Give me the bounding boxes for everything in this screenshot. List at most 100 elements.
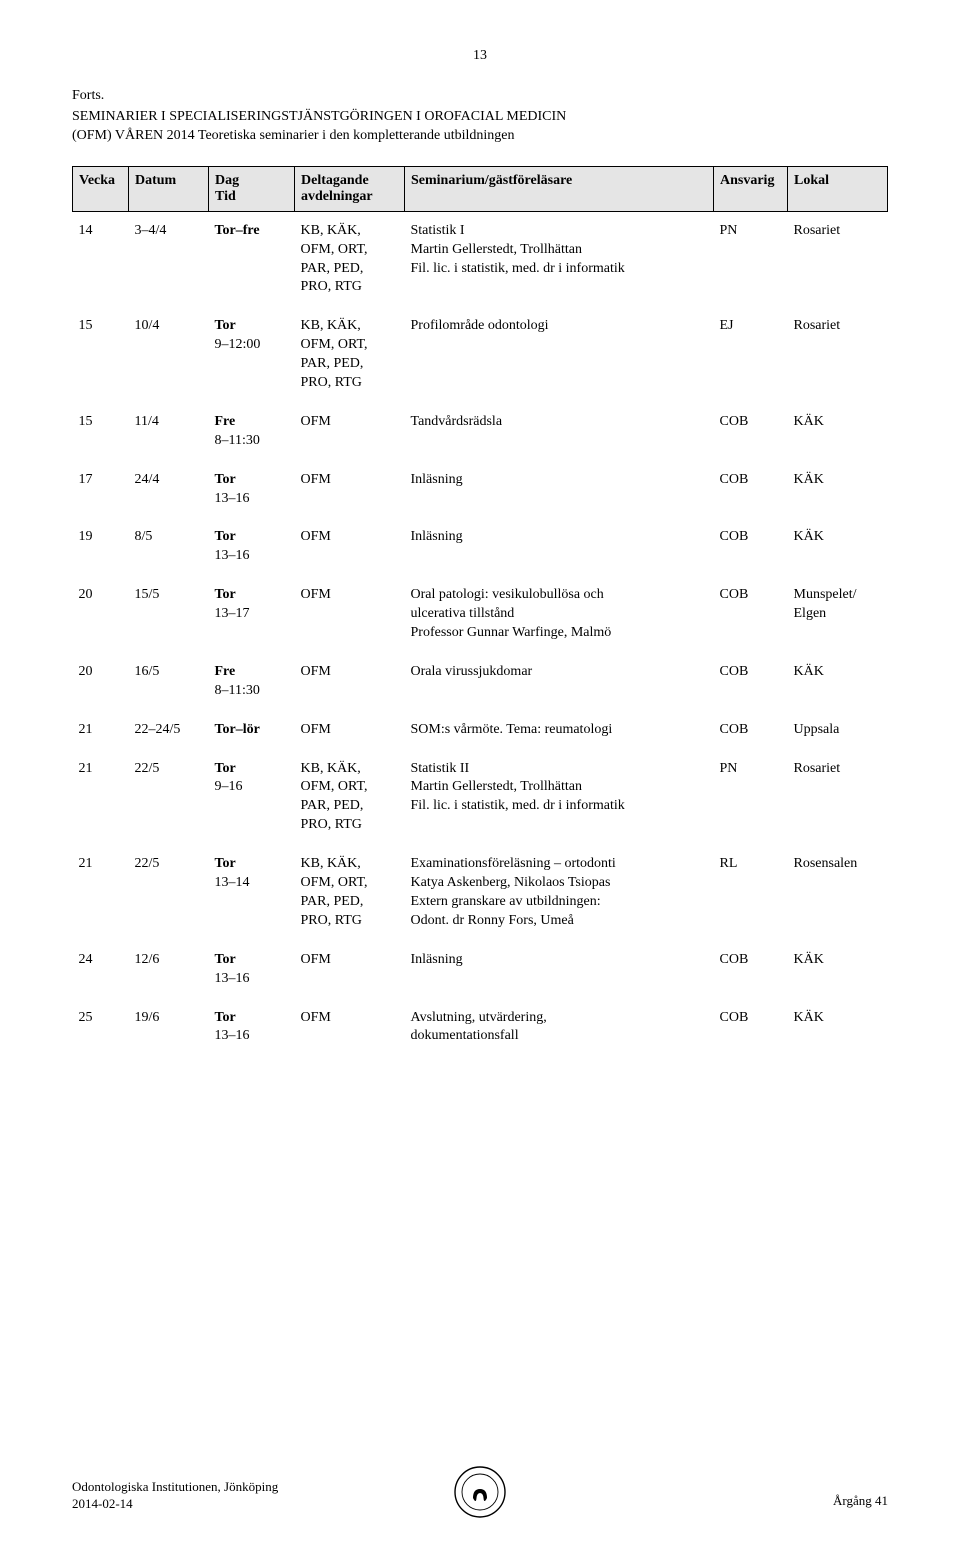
cell-ansvarig: COB: [714, 711, 788, 750]
table-row: 2122–24/5Tor–lörOFMSOM:s vårmöte. Tema: …: [73, 711, 888, 750]
continuation-label: Forts.: [72, 88, 888, 104]
cell-lokal: Munspelet/Elgen: [788, 576, 888, 653]
cell-seminarium: Inläsning: [405, 518, 714, 576]
cell-deltagande: OFM: [295, 461, 405, 519]
table-row: 198/5Tor13–16OFMInläsningCOBKÄK: [73, 518, 888, 576]
page-footer: Odontologiska Institutionen, Jönköping 2…: [72, 1479, 888, 1513]
cell-datum: 3–4/4: [129, 211, 209, 307]
cell-dag-tid: Tor9–12:00: [209, 307, 295, 403]
cell-ansvarig: EJ: [714, 307, 788, 403]
cell-vecka: 19: [73, 518, 129, 576]
cell-vecka: 15: [73, 403, 129, 461]
cell-lokal: KÄK: [788, 999, 888, 1057]
cell-dag-tid: Tor9–16: [209, 750, 295, 846]
cell-deltagande: KB, KÄK,OFM, ORT,PAR, PED,PRO, RTG: [295, 211, 405, 307]
cell-deltagande: OFM: [295, 653, 405, 711]
cell-vecka: 21: [73, 845, 129, 941]
cell-datum: 22/5: [129, 750, 209, 846]
cell-lokal: KÄK: [788, 653, 888, 711]
cell-seminarium: Examinationsföreläsning – ortodontiKatya…: [405, 845, 714, 941]
th-vecka: Vecka: [73, 166, 129, 211]
cell-datum: 15/5: [129, 576, 209, 653]
th-delt-l2: avdelningar: [301, 189, 398, 205]
cell-seminarium: SOM:s vårmöte. Tema: reumatologi: [405, 711, 714, 750]
cell-seminarium: Orala virussjukdomar: [405, 653, 714, 711]
cell-seminarium: Profilområde odontologi: [405, 307, 714, 403]
th-tid: Tid: [215, 189, 288, 205]
schedule-table: Vecka Datum Dag Tid Deltagande avdelning…: [72, 166, 888, 1057]
cell-deltagande: OFM: [295, 576, 405, 653]
cell-dag-tid: Tor13–17: [209, 576, 295, 653]
cell-datum: 11/4: [129, 403, 209, 461]
cell-vecka: 17: [73, 461, 129, 519]
cell-datum: 19/6: [129, 999, 209, 1057]
cell-seminarium: Inläsning: [405, 461, 714, 519]
cell-dag-tid: Tor–lör: [209, 711, 295, 750]
cell-ansvarig: COB: [714, 576, 788, 653]
cell-seminarium: Oral patologi: vesikulobullösa ochulcera…: [405, 576, 714, 653]
cell-dag-tid: Tor13–16: [209, 461, 295, 519]
cell-vecka: 14: [73, 211, 129, 307]
cell-dag-tid: Tor13–16: [209, 999, 295, 1057]
cell-seminarium: Tandvårdsrädsla: [405, 403, 714, 461]
cell-lokal: KÄK: [788, 461, 888, 519]
cell-deltagande: KB, KÄK,OFM, ORT,PAR, PED,PRO, RTG: [295, 750, 405, 846]
cell-lokal: Rosariet: [788, 211, 888, 307]
cell-dag-tid: Tor13–16: [209, 941, 295, 999]
cell-dag-tid: Tor13–14: [209, 845, 295, 941]
cell-deltagande: OFM: [295, 711, 405, 750]
th-ansvarig: Ansvarig: [714, 166, 788, 211]
cell-vecka: 20: [73, 653, 129, 711]
table-row: 1511/4Fre8–11:30OFMTandvårdsrädslaCOBKÄK: [73, 403, 888, 461]
th-delt-l1: Deltagande: [301, 173, 369, 188]
footer-institution: Odontologiska Institutionen, Jönköping: [72, 1479, 278, 1494]
cell-lokal: Rosariet: [788, 307, 888, 403]
cell-dag-tid: Fre8–11:30: [209, 403, 295, 461]
th-datum: Datum: [129, 166, 209, 211]
cell-ansvarig: RL: [714, 845, 788, 941]
cell-deltagande: KB, KÄK,OFM, ORT,PAR, PED,PRO, RTG: [295, 845, 405, 941]
cell-ansvarig: COB: [714, 941, 788, 999]
cell-ansvarig: COB: [714, 653, 788, 711]
cell-vecka: 21: [73, 711, 129, 750]
cell-vecka: 15: [73, 307, 129, 403]
title-line-1: SEMINARIER I SPECIALISERINGSTJÄNSTGÖRING…: [72, 109, 566, 124]
cell-lokal: Rosensalen: [788, 845, 888, 941]
cell-ansvarig: COB: [714, 518, 788, 576]
cell-lokal: Uppsala: [788, 711, 888, 750]
table-row: 2519/6Tor13–16OFMAvslutning, utvärdering…: [73, 999, 888, 1057]
footer-date: 2014-02-14: [72, 1496, 133, 1511]
cell-dag-tid: Fre8–11:30: [209, 653, 295, 711]
cell-lokal: KÄK: [788, 518, 888, 576]
cell-seminarium: Inläsning: [405, 941, 714, 999]
table-row: 2015/5Tor13–17OFMOral patologi: vesikulo…: [73, 576, 888, 653]
footer-right: Årgång 41: [833, 1493, 888, 1510]
cell-datum: 24/4: [129, 461, 209, 519]
cell-ansvarig: COB: [714, 999, 788, 1057]
footer-logo-icon: [453, 1465, 507, 1519]
th-deltagande: Deltagande avdelningar: [295, 166, 405, 211]
th-dag-tid: Dag Tid: [209, 166, 295, 211]
table-row: 2122/5Tor9–16KB, KÄK,OFM, ORT,PAR, PED,P…: [73, 750, 888, 846]
table-row: 1724/4Tor13–16OFMInläsningCOBKÄK: [73, 461, 888, 519]
footer-left: Odontologiska Institutionen, Jönköping 2…: [72, 1479, 278, 1513]
cell-dag-tid: Tor–fre: [209, 211, 295, 307]
cell-datum: 8/5: [129, 518, 209, 576]
table-row: 2412/6Tor13–16OFMInläsningCOBKÄK: [73, 941, 888, 999]
cell-lokal: KÄK: [788, 403, 888, 461]
cell-seminarium: Avslutning, utvärdering,dokumentationsfa…: [405, 999, 714, 1057]
cell-seminarium: Statistik IMartin Gellerstedt, Trollhätt…: [405, 211, 714, 307]
cell-deltagande: OFM: [295, 999, 405, 1057]
cell-lokal: KÄK: [788, 941, 888, 999]
table-row: 1510/4Tor9–12:00KB, KÄK,OFM, ORT,PAR, PE…: [73, 307, 888, 403]
cell-deltagande: OFM: [295, 403, 405, 461]
cell-vecka: 21: [73, 750, 129, 846]
th-dag: Dag: [215, 173, 239, 188]
cell-ansvarig: COB: [714, 403, 788, 461]
table-body: 143–4/4Tor–freKB, KÄK,OFM, ORT,PAR, PED,…: [73, 211, 888, 1056]
title-line-2: (OFM) VÅREN 2014 Teoretiska seminarier i…: [72, 128, 515, 143]
cell-vecka: 20: [73, 576, 129, 653]
table-row: 2016/5Fre8–11:30OFMOrala virussjukdomarC…: [73, 653, 888, 711]
cell-vecka: 25: [73, 999, 129, 1057]
page: 13 Forts. SEMINARIER I SPECIALISERINGSTJ…: [0, 0, 960, 1553]
